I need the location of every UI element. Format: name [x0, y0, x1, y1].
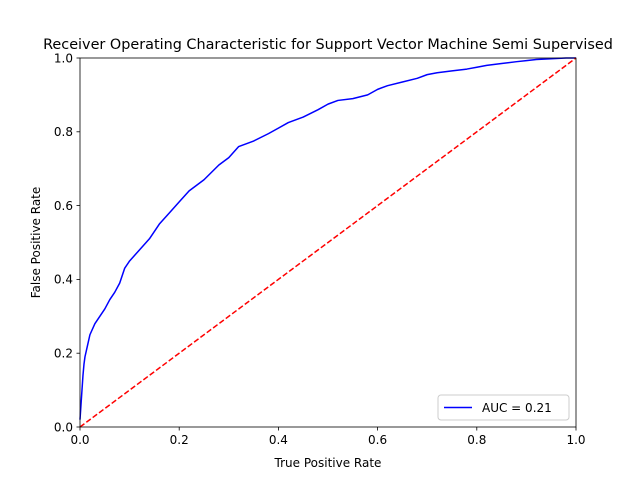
- x-tick-label: 0.4: [269, 433, 288, 447]
- y-axis-ticks: 0.0 0.2 0.4 0.6 0.8 1.0: [54, 51, 80, 434]
- x-tick-label: 0.8: [467, 433, 486, 447]
- y-tick-label: 0.6: [54, 199, 73, 213]
- y-tick-label: 0.2: [54, 347, 73, 361]
- legend-box: [437, 394, 570, 421]
- chart-title: Receiver Operating Characteristic for Su…: [43, 37, 613, 53]
- y-axis-label: False Positive Rate: [29, 187, 43, 299]
- y-tick-label: 0.8: [54, 125, 73, 139]
- y-tick-label: 0.0: [54, 420, 73, 434]
- series-layer: [79, 57, 577, 428]
- y-tick-label: 1.0: [54, 51, 73, 65]
- roc-curve-line: [79, 57, 576, 420]
- legend: AUC = 0.21: [437, 394, 570, 421]
- chance-diagonal-line: [79, 57, 577, 428]
- x-axis-label: True Positive Rate: [274, 456, 382, 470]
- x-tick-label: 0.6: [368, 433, 387, 447]
- x-tick-label: 0.0: [70, 433, 89, 447]
- x-tick-label: 0.2: [170, 433, 189, 447]
- plot-frame: [79, 57, 577, 428]
- legend-label: AUC = 0.21: [482, 401, 552, 415]
- x-tick-label: 1.0: [566, 433, 585, 447]
- y-tick-label: 0.4: [54, 273, 73, 287]
- x-axis-ticks: 0.0 0.2 0.4 0.6 0.8 1.0: [70, 427, 586, 447]
